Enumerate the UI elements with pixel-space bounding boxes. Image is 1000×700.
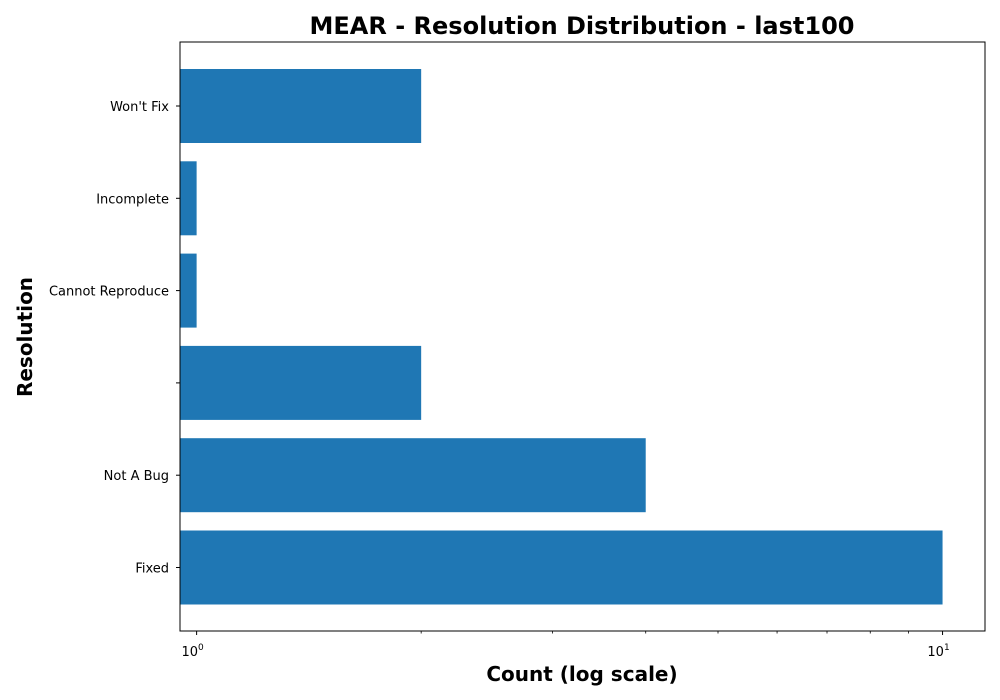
x-tick-label: 101 [927, 643, 949, 660]
y-axis-label: Resolution [13, 277, 37, 397]
y-axis: Fixed Not A Bug Cannot Reproduce Incomplete… [49, 100, 180, 577]
x-axis: 100 101 [181, 631, 950, 660]
bars-layer [180, 69, 943, 605]
y-tick-label: Incomplete [96, 192, 169, 207]
bar [180, 530, 943, 605]
plot-frame [179, 41, 986, 632]
y-tick-label: Cannot Reproduce [49, 285, 169, 300]
chart-title: MEAR - Resolution Distribution - last100 [310, 12, 855, 40]
x-axis-label: Count (log scale) [486, 662, 677, 686]
y-tick-label: Fixed [135, 562, 169, 577]
bar [180, 161, 197, 236]
bar [180, 69, 422, 143]
y-tick-label: Won't Fix [110, 100, 169, 115]
bar [180, 345, 422, 420]
y-tick-label: Not A Bug [104, 469, 169, 484]
bar [180, 438, 646, 513]
x-tick-label: 100 [181, 643, 204, 660]
bar [180, 253, 197, 328]
